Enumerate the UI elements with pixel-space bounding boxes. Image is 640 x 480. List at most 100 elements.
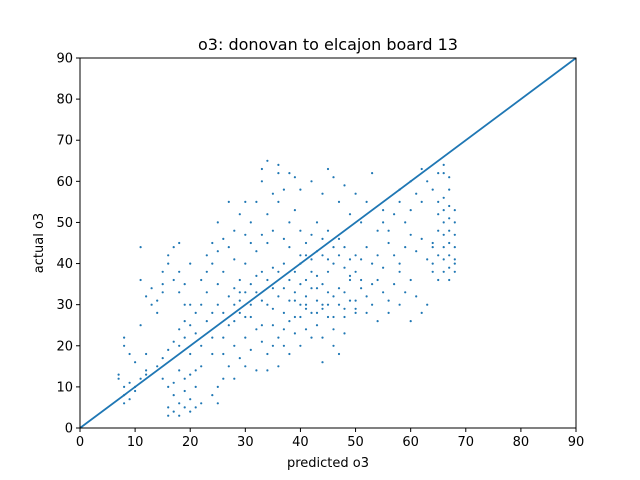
scatter-point — [145, 373, 148, 376]
scatter-point — [139, 278, 142, 282]
scatter-point — [315, 274, 319, 277]
scatter-point — [238, 311, 241, 314]
scatter-point — [161, 357, 164, 360]
scatter-point — [255, 369, 258, 372]
scatter-point — [227, 200, 230, 203]
scatter-point — [123, 344, 126, 347]
scatter-point — [315, 299, 319, 302]
scatter-point — [442, 172, 445, 175]
scatter-point — [354, 270, 357, 273]
scatter-point — [178, 270, 181, 273]
x-tick-label: 90 — [568, 435, 585, 450]
scatter-point — [415, 295, 418, 298]
scatter-point — [123, 385, 126, 388]
scatter-point — [117, 377, 120, 380]
scatter-point — [437, 213, 440, 216]
scatter-point — [299, 283, 302, 286]
scatter-point — [321, 237, 324, 240]
scatter-point — [343, 246, 346, 249]
scatter-point — [310, 233, 313, 236]
scatter-point — [222, 352, 225, 356]
scatter-point — [442, 196, 445, 199]
scatter-point — [183, 283, 186, 286]
scatter-point — [222, 377, 225, 380]
scatter-point — [189, 410, 192, 413]
scatter-point — [337, 303, 341, 306]
scatter-point — [271, 307, 274, 310]
scatter-point — [156, 365, 159, 368]
scatter-point — [244, 233, 247, 236]
scatter-point — [376, 254, 379, 257]
scatter-point — [387, 299, 390, 302]
scatter-point — [365, 295, 368, 298]
scatter-point — [437, 200, 440, 203]
scatter-point — [409, 278, 412, 282]
scatter-point — [437, 278, 440, 282]
scatter-point — [150, 303, 153, 306]
scatter-point — [222, 270, 225, 273]
y-tick-label: 20 — [56, 339, 73, 354]
chart-title: o3: donovan to elcajon board 13 — [198, 35, 458, 54]
scatter-point — [194, 406, 197, 409]
scatter-point — [426, 303, 429, 306]
scatter-point — [453, 262, 456, 265]
scatter-point — [382, 209, 385, 212]
scatter-point — [238, 357, 241, 360]
scatter-point — [282, 262, 285, 265]
scatter-point — [448, 278, 451, 282]
scatter-point — [288, 320, 291, 323]
x-tick-label: 60 — [402, 435, 419, 450]
scatter-point — [326, 167, 330, 171]
scatter-point — [139, 324, 142, 327]
scatter-point — [134, 389, 137, 393]
scatter-point — [128, 381, 131, 384]
scatter-point — [233, 229, 236, 232]
scatter-point — [233, 258, 236, 261]
scatter-point — [216, 221, 219, 224]
scatter-point — [211, 262, 214, 265]
scatter-point — [404, 291, 407, 294]
scatter-point — [398, 270, 401, 273]
scatter-point — [348, 278, 352, 282]
scatter-point — [271, 324, 274, 327]
scatter-point — [178, 414, 181, 417]
scatter-point — [337, 200, 341, 203]
scatter-point — [244, 315, 247, 319]
scatter-point — [200, 278, 203, 282]
scatter-point — [178, 402, 181, 405]
scatter-point — [282, 237, 285, 240]
scatter-point — [415, 192, 418, 195]
scatter-point — [304, 254, 308, 257]
scatter-point — [178, 369, 181, 372]
scatter-point — [354, 254, 357, 257]
scatter-point — [123, 402, 126, 405]
scatter-point — [409, 320, 412, 323]
scatter-point — [161, 270, 164, 273]
scatter-point — [249, 221, 252, 224]
scatter-point — [326, 229, 330, 232]
scatter-point — [293, 315, 296, 319]
scatter-point — [382, 291, 385, 294]
scatter-point — [382, 266, 385, 269]
scatter-point — [453, 209, 456, 212]
scatter-point — [172, 340, 175, 343]
scatter-point — [216, 283, 219, 286]
scatter-point — [282, 328, 285, 331]
scatter-point — [222, 336, 225, 339]
scatter-point — [448, 176, 451, 179]
scatter-point — [161, 283, 164, 286]
scatter-point — [371, 283, 374, 286]
scatter-point — [437, 229, 440, 232]
scatter-point — [156, 299, 159, 302]
scatter-point — [304, 278, 308, 282]
scatter-point — [189, 398, 192, 401]
scatter-point — [183, 336, 186, 339]
scatter-point — [260, 324, 263, 327]
scatter-point — [194, 311, 197, 314]
y-tick-label: 80 — [56, 93, 73, 108]
scatter-point — [172, 381, 175, 384]
scatter-point — [123, 336, 126, 339]
scatter-point — [448, 241, 451, 245]
y-axis-ticks: 0 10 20 30 40 50 60 70 80 90 — [56, 52, 80, 437]
